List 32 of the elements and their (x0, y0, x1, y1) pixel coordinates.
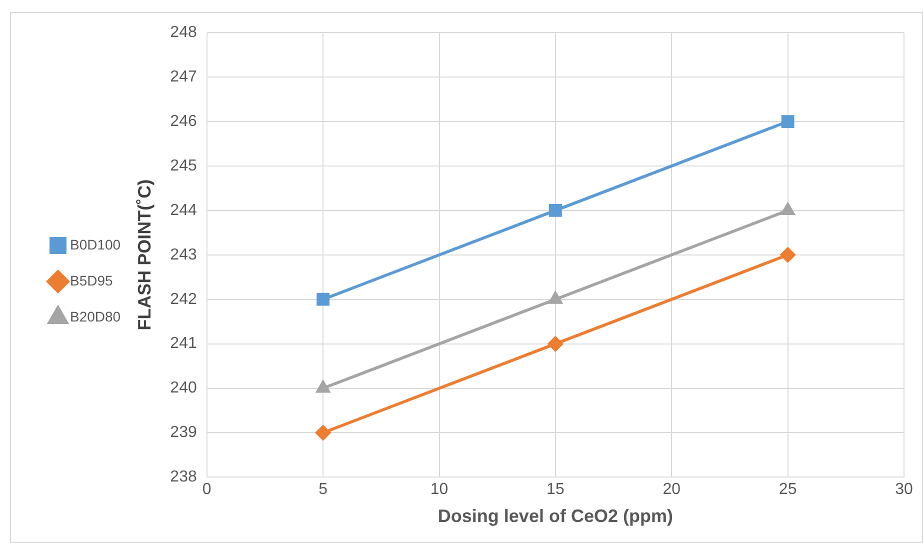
point (781, 202, 795, 215)
x-tick-label: 15 (546, 481, 564, 498)
point (316, 292, 330, 306)
y-tick-label: 248 (170, 24, 197, 42)
y-tick-label: 244 (170, 202, 197, 219)
point (548, 204, 562, 217)
x-axis-title: Dosing level of CeO2 (ppm) (438, 506, 673, 526)
point (548, 292, 562, 304)
x-tick-label: 30 (895, 481, 913, 498)
y-tick-label: 239 (170, 424, 197, 442)
x-tick-label: 5 (318, 481, 328, 498)
y-tick-label: 246 (170, 112, 197, 130)
legend-label: B20D80 (70, 308, 121, 324)
point (316, 425, 331, 440)
legend-label: B5D95 (70, 272, 114, 288)
x-tick-label: 0 (202, 481, 212, 498)
x-tick-label: 10 (430, 481, 448, 498)
x-tick-label: 25 (778, 481, 797, 498)
y-tick-label: 243 (170, 246, 197, 264)
point (781, 115, 794, 128)
y-tick-label: 242 (170, 290, 197, 308)
legend-label: B0D100 (70, 236, 121, 252)
y-tick-label: 238 (170, 468, 197, 486)
y-axis-title: FLASH POINT(˚C) (134, 179, 154, 330)
point (780, 247, 796, 262)
x-tick-label: 20 (662, 481, 681, 498)
y-tick-label: 240 (170, 380, 197, 397)
point (316, 380, 330, 393)
y-tick-label: 241 (170, 335, 197, 352)
point (548, 336, 563, 352)
y-tick-label: 245 (170, 157, 197, 174)
y-tick-label: 247 (170, 68, 197, 86)
